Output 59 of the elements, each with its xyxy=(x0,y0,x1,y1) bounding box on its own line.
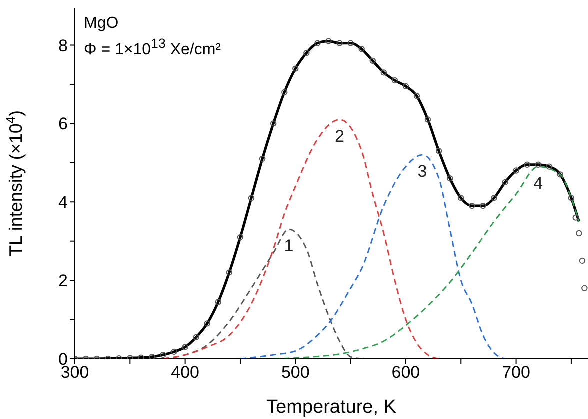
annotation: 3 xyxy=(418,162,428,182)
y-tick-label: 8 xyxy=(58,36,68,56)
y-tick-label: 6 xyxy=(58,114,68,134)
point xyxy=(469,202,476,210)
point xyxy=(193,334,200,341)
point xyxy=(237,234,244,241)
point xyxy=(171,348,178,356)
point xyxy=(348,40,354,46)
y-tick-label: 2 xyxy=(58,272,68,291)
point xyxy=(226,270,233,276)
point xyxy=(282,89,288,96)
annotation: 4 xyxy=(534,174,544,193)
point xyxy=(149,354,156,359)
point xyxy=(535,162,542,168)
point xyxy=(480,202,486,210)
point xyxy=(304,50,310,56)
point xyxy=(270,120,277,127)
x-tick-label: 600 xyxy=(392,363,420,382)
point xyxy=(576,230,582,237)
point xyxy=(557,172,564,178)
point xyxy=(491,195,498,202)
point xyxy=(572,214,579,221)
point xyxy=(292,66,299,72)
annotation: Φ = 1×10$^{13}$ Xe/cm² xyxy=(84,35,221,60)
annotation: 2 xyxy=(335,126,345,146)
x-axis-title: Temperature, K xyxy=(266,397,397,418)
point xyxy=(370,58,376,64)
x-tick-label: 700 xyxy=(502,363,530,382)
point xyxy=(458,195,464,202)
point xyxy=(424,116,432,123)
point xyxy=(182,344,188,350)
point xyxy=(259,156,266,162)
point xyxy=(392,77,398,84)
point xyxy=(326,38,332,44)
point xyxy=(160,352,166,358)
point xyxy=(336,40,343,46)
point xyxy=(436,148,442,154)
point xyxy=(582,285,588,292)
point xyxy=(358,46,365,52)
line-series xyxy=(240,154,506,359)
point xyxy=(524,162,530,168)
point xyxy=(513,168,520,174)
point xyxy=(402,83,410,90)
point xyxy=(446,176,454,182)
point xyxy=(248,195,255,202)
point xyxy=(579,258,586,264)
x-tick-label: 400 xyxy=(171,363,200,382)
point xyxy=(314,40,321,46)
point xyxy=(380,70,388,76)
point xyxy=(546,164,552,170)
point xyxy=(568,195,575,202)
y-tick-label: 4 xyxy=(58,193,68,212)
point xyxy=(215,299,222,306)
point xyxy=(502,179,508,186)
x-tick-label: 500 xyxy=(281,363,310,382)
annotation: 1 xyxy=(284,236,294,256)
point xyxy=(414,93,420,100)
annotation: MgO xyxy=(84,14,120,34)
point xyxy=(204,320,210,327)
